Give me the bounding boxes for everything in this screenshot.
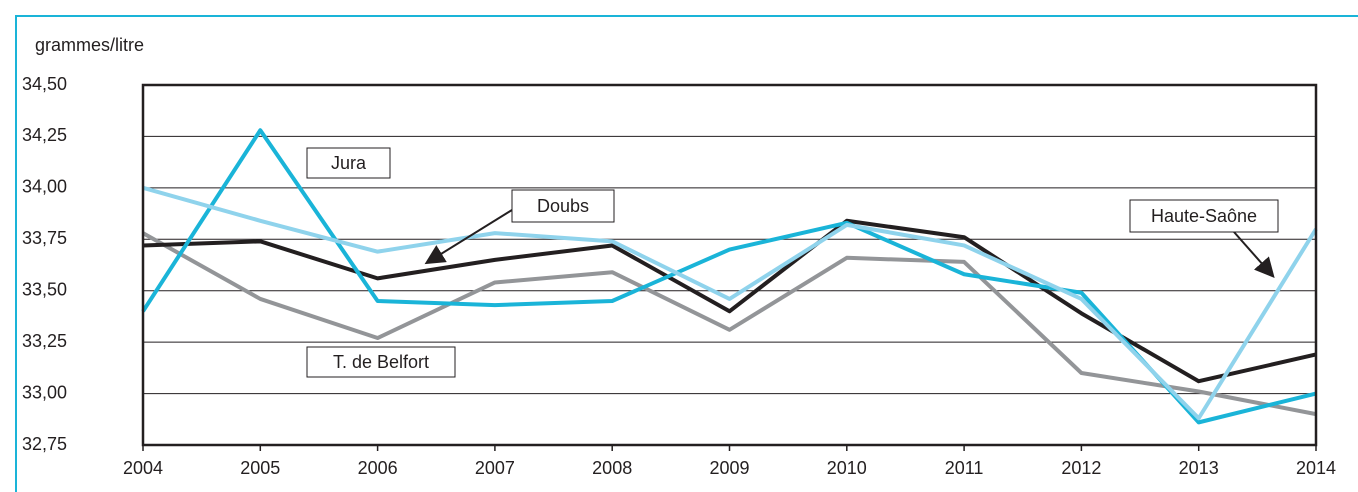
legend-box <box>1129 199 1279 233</box>
legend-label: T. de Belfort <box>333 352 429 372</box>
y-tick-label: 34,25 <box>22 125 67 145</box>
x-tick-label: 2013 <box>1179 458 1219 478</box>
legend-box <box>306 346 456 378</box>
series-line <box>142 231 1317 417</box>
frame <box>15 15 1358 492</box>
x-tick-label: 2012 <box>1061 458 1101 478</box>
y-tick-label: 34,50 <box>22 74 67 94</box>
x-tick-label: 2007 <box>475 458 515 478</box>
x-tick-label: 2008 <box>592 458 632 478</box>
legend-label: Haute-Saône <box>1151 206 1257 226</box>
legend-box <box>306 147 391 179</box>
legend-label: Jura <box>331 153 367 173</box>
y-tick-label: 33,75 <box>22 228 67 248</box>
y-tick-label: 33,00 <box>22 382 67 402</box>
x-tick-label: 2014 <box>1296 458 1336 478</box>
y-tick-label: 33,25 <box>22 331 67 351</box>
x-tick-label: 2011 <box>945 458 984 478</box>
plot-frame <box>141 83 1318 447</box>
y-tick-label: 33,50 <box>22 279 67 299</box>
x-tick-label: 2009 <box>709 458 749 478</box>
y-tick-label: 32,75 <box>22 434 67 454</box>
legend-box <box>511 189 615 223</box>
legend-label: Doubs <box>537 196 589 216</box>
series-line <box>142 185 1318 421</box>
annotation-arrow <box>424 209 513 265</box>
y-axis-label: grammes/litre <box>35 35 144 55</box>
x-tick-label: 2005 <box>240 458 280 478</box>
annotation-arrow <box>1233 231 1275 278</box>
x-tick-label: 2006 <box>358 458 398 478</box>
y-tick-label: 34,00 <box>22 177 67 197</box>
x-tick-label: 2010 <box>827 458 867 478</box>
x-tick-label: 2004 <box>123 458 163 478</box>
